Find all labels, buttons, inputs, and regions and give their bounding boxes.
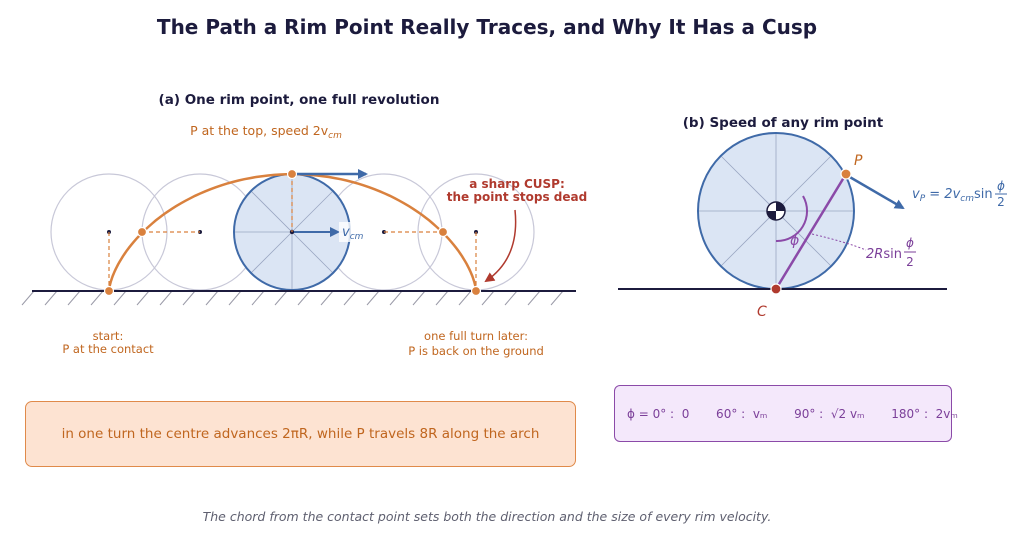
summary-text: in one turn the centre advances 2πR, whi…	[61, 426, 540, 442]
point-c-marker	[770, 283, 782, 295]
phi-arc	[775, 195, 808, 243]
bottom-caption: The chord from the contact point sets bo…	[203, 509, 772, 524]
rim-point-start	[103, 285, 115, 297]
chord-leader	[811, 233, 867, 251]
rim-point	[437, 226, 449, 238]
end-label-line2: P is back on the ground	[408, 344, 544, 358]
svg-text:ϕ: ϕ	[997, 179, 1005, 193]
rim-point-markers	[103, 168, 482, 297]
start-label-line2: P at the contact	[62, 342, 154, 356]
point-p-label: P	[854, 153, 863, 169]
svg-text:2Rsin: 2Rsin	[866, 247, 902, 262]
svg-text:vP = 2vcmsin: vP = 2vcmsin	[912, 187, 993, 204]
phi-label: ϕ	[790, 233, 799, 249]
chord-length-formula: 2Rsin ϕ 2	[866, 236, 916, 269]
summary-box: in one turn the centre advances 2πR, whi…	[25, 401, 576, 467]
construction-lines	[108, 174, 477, 291]
svg-text:2: 2	[906, 255, 914, 269]
rim-point-top	[286, 168, 298, 180]
cusp-pointer-arrow	[484, 209, 517, 283]
speed-table-box: ϕ = 0° : 0 60° : vₘ 90° : √2 vₘ 180° : 2…	[614, 385, 958, 442]
svg-text:ϕ: ϕ	[906, 236, 914, 250]
chord-line	[774, 173, 848, 290]
rim-velocity-arrow	[847, 174, 905, 210]
speed-table-text: ϕ = 0° : 0 60° : vₘ 90° : √2 vₘ 180° : 2…	[627, 406, 958, 421]
point-c-label: C	[757, 304, 767, 320]
center-of-mass-icon	[766, 201, 786, 221]
svg-text:2: 2	[997, 195, 1005, 209]
page-title: The Path a Rim Point Really Traces, and …	[157, 15, 817, 39]
top-speed-label: P at the top, speed 2vcm	[190, 123, 342, 141]
point-p-marker	[840, 168, 852, 180]
cusp-label-line1: a sharp CUSP:	[469, 177, 565, 191]
vp-formula: vP = 2vcmsin ϕ 2	[912, 179, 1007, 209]
start-label-line1: start:	[93, 329, 124, 343]
rim-point-end	[470, 285, 482, 297]
panel-a-heading: (a) One rim point, one full revolution	[159, 92, 440, 108]
panel-b-heading: (b) Speed of any rim point	[683, 115, 884, 131]
end-label-line1: one full turn later:	[424, 329, 528, 343]
cusp-label-line2: the point stops dead	[447, 190, 587, 204]
ground-hatch-icon	[21, 290, 564, 306]
rim-point	[136, 226, 148, 238]
vcm-label: vcm	[342, 225, 364, 242]
